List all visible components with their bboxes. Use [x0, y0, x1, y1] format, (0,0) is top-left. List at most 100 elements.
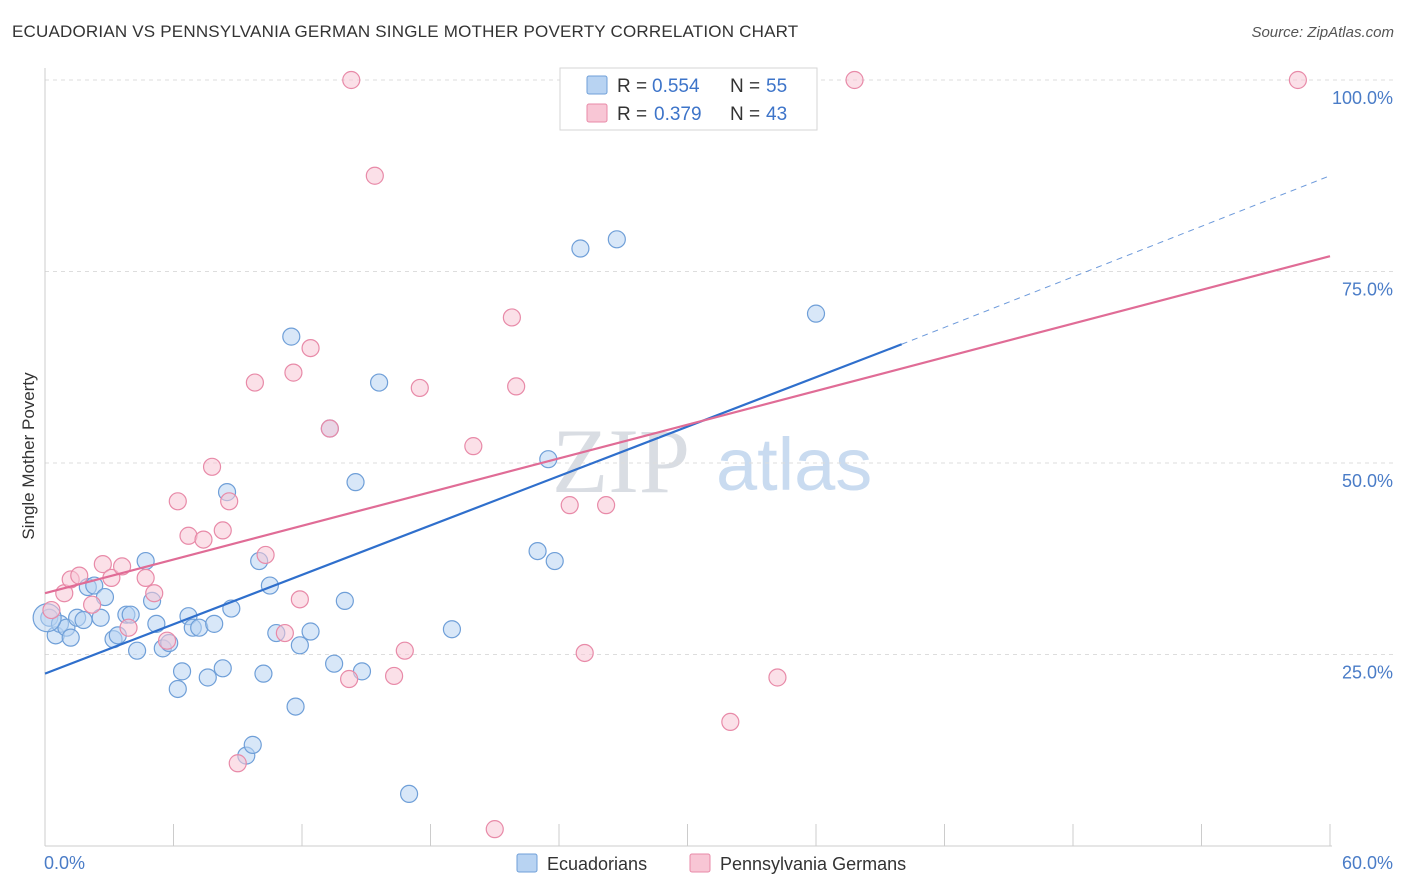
data-point: [42, 600, 61, 620]
legend-r-value-2: 0.379: [654, 104, 702, 125]
data-point: [325, 654, 344, 673]
data-point: [282, 327, 301, 346]
data-point: [127, 641, 147, 660]
data-point: [93, 555, 112, 574]
legend-swatch-blue: [586, 75, 608, 95]
legend-r-value-1: 0.554: [652, 76, 700, 97]
bottom-legend-ecuadorians: Ecuadorians: [547, 854, 647, 874]
data-point: [157, 631, 177, 650]
data-point: [198, 668, 217, 687]
data-point: [560, 496, 579, 515]
data-point: [399, 784, 419, 804]
data-point: [213, 521, 232, 540]
data-point: [220, 492, 239, 511]
data-point: [61, 628, 80, 647]
data-point: [202, 457, 222, 476]
data-point: [301, 339, 320, 358]
data-point: [145, 584, 164, 603]
y-tick-label: 100.0%: [1332, 88, 1393, 108]
data-point: [502, 308, 521, 327]
data-point: [194, 530, 213, 549]
data-point: [112, 557, 132, 576]
data-point: [168, 492, 187, 511]
data-point: [768, 668, 787, 687]
data-point: [243, 735, 262, 754]
legend-box: R = 0.554 N = 55 R = 0.379 N = 43: [559, 67, 818, 131]
data-point: [342, 70, 361, 90]
data-point: [607, 230, 626, 249]
data-point: [228, 754, 247, 773]
legend-n-value-2: 43: [766, 104, 787, 125]
data-point: [286, 697, 305, 716]
data-point: [370, 373, 389, 392]
y-tick-labels: 25.0% 50.0% 75.0% 100.0%: [1332, 88, 1393, 683]
data-point: [507, 377, 526, 396]
chart-title: ECUADORIAN VS PENNSYLVANIA GERMAN SINGLE…: [12, 22, 799, 41]
x-tick-label-max: 60.0%: [1342, 853, 1393, 873]
y-tick-label: 25.0%: [1342, 663, 1393, 683]
data-point: [1288, 70, 1307, 90]
data-point: [575, 643, 594, 663]
source-label: Source: ZipAtlas.com: [1251, 24, 1394, 41]
data-point: [275, 623, 294, 643]
data-point: [335, 591, 354, 610]
data-point: [290, 590, 309, 609]
y-axis-title: Single Mother Poverty: [19, 372, 38, 540]
data-point: [320, 419, 339, 438]
legend-r-label-2: R =: [617, 104, 647, 125]
data-point: [340, 669, 359, 689]
data-point: [256, 545, 275, 565]
data-point: [290, 636, 309, 655]
x-ticks: [44, 824, 1331, 846]
legend-r-label-1: R =: [617, 76, 647, 97]
data-point: [301, 622, 320, 641]
data-point: [254, 664, 273, 683]
data-point: [528, 541, 547, 561]
gridlines: [45, 79, 1394, 655]
trendline-pennsylvania-germans: [44, 255, 1331, 595]
data-point: [91, 608, 110, 627]
data-point: [410, 378, 429, 398]
data-point: [245, 373, 264, 392]
data-point: [205, 614, 224, 633]
data-point: [83, 595, 102, 614]
data-point: [845, 70, 864, 90]
data-point: [74, 610, 93, 630]
bottom-legend-swatch-pink: [689, 853, 711, 873]
data-point: [545, 551, 564, 571]
data-point: [384, 666, 404, 686]
data-point: [346, 473, 365, 492]
data-point: [464, 437, 483, 456]
data-point: [172, 662, 192, 681]
data-point: [179, 526, 198, 545]
axes: [44, 68, 1332, 847]
x-tick-label-min: 0.0%: [44, 853, 85, 873]
data-point: [395, 641, 414, 660]
bottom-legend: Ecuadorians Pennsylvania Germans: [516, 853, 906, 874]
data-point: [571, 239, 590, 258]
data-point: [284, 363, 303, 382]
y-tick-label: 75.0%: [1342, 280, 1393, 300]
legend-n-value-1: 55: [766, 76, 787, 97]
data-point: [485, 820, 504, 839]
ecuadorians-points: [32, 230, 826, 804]
trend-lines: [44, 175, 1331, 675]
bottom-legend-swatch-blue: [516, 853, 538, 873]
data-point: [442, 620, 462, 639]
pennsylvania-germans-points: [42, 70, 1307, 839]
data-point: [365, 166, 384, 185]
legend-swatch-pink: [586, 103, 608, 123]
data-point: [119, 618, 138, 637]
legend-n-label-2: N =: [730, 104, 760, 125]
data-point: [213, 659, 232, 678]
watermark-atlas: atlas: [716, 423, 872, 506]
data-point: [168, 679, 187, 699]
data-point: [136, 568, 155, 588]
trendline-ecuadorians-extension: [901, 175, 1331, 345]
legend-n-label-1: N =: [730, 76, 760, 97]
data-point: [597, 496, 616, 515]
data-point: [190, 618, 209, 637]
watermark-zip: ZIP: [552, 410, 690, 512]
data-point: [806, 304, 826, 323]
